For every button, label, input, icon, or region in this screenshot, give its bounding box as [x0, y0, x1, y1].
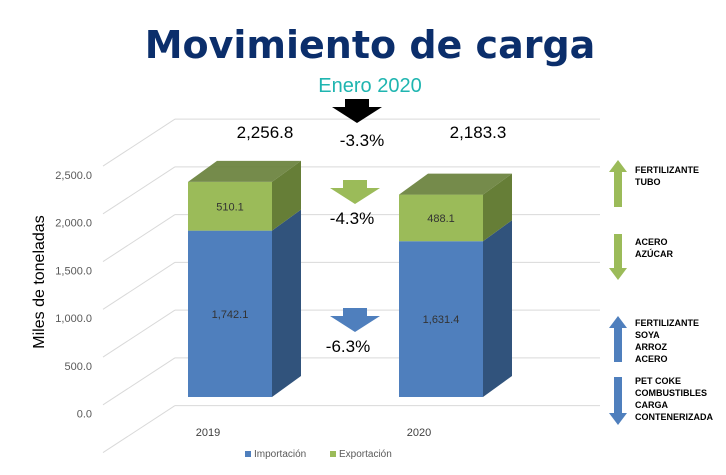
data-label: 510.1: [216, 201, 244, 213]
side-note-item: FERTILIZANTE: [635, 318, 699, 328]
legend-swatch: [245, 451, 251, 457]
chart-subtitle: Enero 2020: [318, 75, 421, 97]
side-note-item: SOYA: [635, 330, 660, 340]
bar-side-Importación: [483, 220, 512, 397]
x-tick-label: 2020: [407, 427, 431, 439]
gridline-diagonal: [102, 405, 176, 454]
gridline-diagonal: [102, 166, 176, 215]
data-label: 1,742.1: [212, 309, 249, 321]
bar-side-Importación: [272, 209, 301, 397]
side-arrow-down-icon: [609, 377, 627, 425]
side-note-item: COMBUSTIBLES: [635, 388, 707, 398]
y-tick-label: 0.0: [77, 409, 92, 421]
side-note-item: ACERO: [635, 237, 668, 247]
data-label: 1,631.4: [423, 314, 460, 326]
side-arrow-down-icon: [609, 234, 627, 280]
import-change-arrow-icon: [330, 308, 380, 332]
total-change: -3.3%: [340, 131, 384, 150]
y-axis-label: Miles de toneladas: [31, 215, 48, 348]
x-tick-label: 2019: [196, 427, 220, 439]
y-tick-label: 1,500.0: [55, 265, 92, 277]
bar-top: [399, 173, 512, 195]
data-label: 488.1: [427, 213, 455, 225]
bar-segment-Exportación: [399, 194, 483, 242]
side-note-item: ARROZ: [635, 342, 667, 352]
y-tick-label: 2,000.0: [55, 218, 92, 230]
y-tick-label: 1,000.0: [55, 313, 92, 325]
bar-top: [188, 160, 301, 182]
total-change-arrow-icon: [332, 99, 382, 123]
bar-side-Exportación: [272, 160, 301, 231]
side-arrow-up-icon: [609, 316, 627, 362]
bar-segment-Importación: [399, 241, 483, 397]
gridline-diagonal: [102, 357, 176, 406]
export-change-arrow-icon: [330, 180, 380, 204]
gridline-diagonal: [102, 309, 176, 358]
legend-label: Exportación: [339, 449, 392, 460]
side-note-item: AZÚCAR: [635, 248, 673, 259]
side-note-item: CONTENERIZADA: [635, 412, 713, 422]
side-arrow-up-icon: [609, 160, 627, 207]
legend-label: Importación: [254, 449, 306, 460]
export-change: -4.3%: [330, 209, 374, 228]
side-note-item: ACERO: [635, 354, 668, 364]
y-tick-label: 500.0: [64, 361, 92, 373]
bar-segment-Importación: [188, 230, 272, 397]
gridline-diagonal: [102, 118, 176, 167]
side-note-item: PET COKE: [635, 376, 681, 386]
side-note-item: CARGA: [635, 400, 668, 410]
gridline-diagonal: [102, 261, 176, 310]
side-note-item: FERTILIZANTE: [635, 165, 699, 175]
side-note-item: TUBO: [635, 177, 661, 187]
y-tick-label: 2,500.0: [55, 170, 92, 182]
total-label: 2,256.8: [237, 123, 294, 142]
import-change: -6.3%: [326, 337, 370, 356]
legend-swatch: [330, 451, 336, 457]
bar-side-Exportación: [483, 173, 512, 242]
gridline-diagonal: [102, 214, 176, 263]
total-label: 2,183.3: [450, 123, 507, 142]
chart-title: Movimiento de carga: [145, 23, 596, 67]
bar-segment-Exportación: [188, 181, 272, 231]
